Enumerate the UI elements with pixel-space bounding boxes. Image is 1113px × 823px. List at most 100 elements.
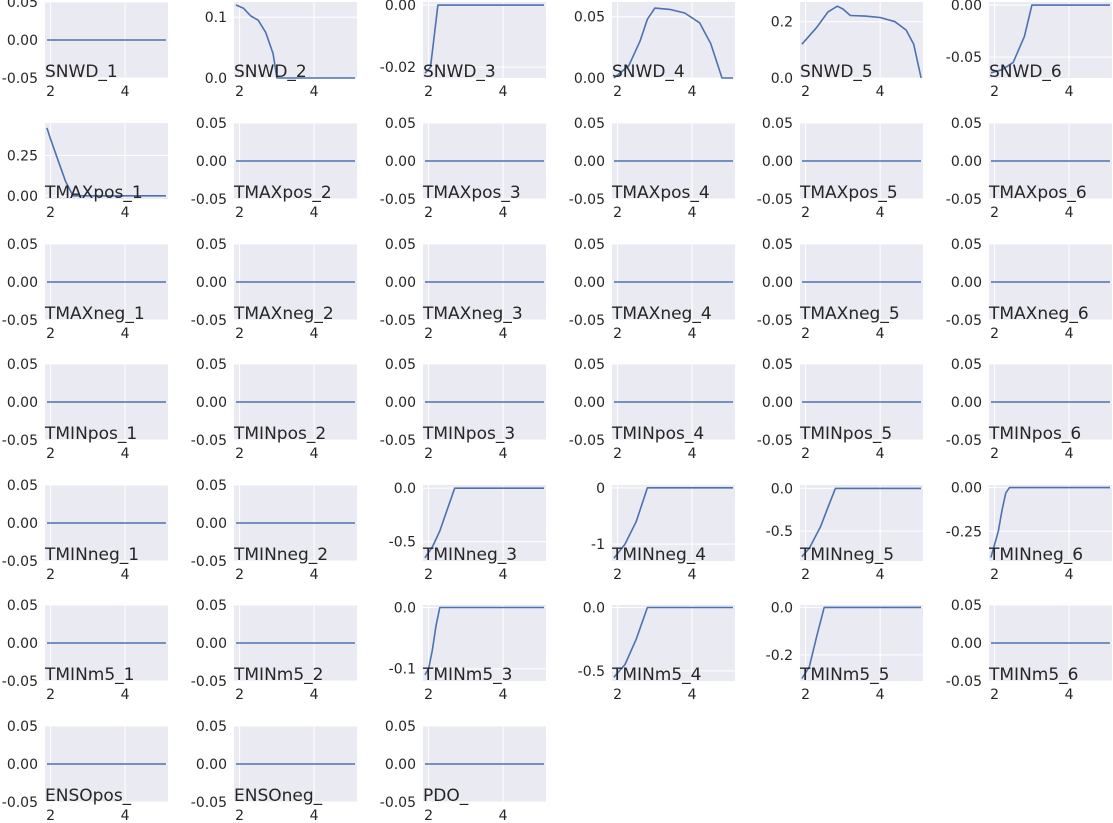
y-tick-label: 0.05 [574, 10, 605, 26]
y-tick-label: 0.00 [574, 275, 605, 291]
y-tick-label: -0.05 [946, 50, 982, 66]
y-tick-label: 0.00 [385, 154, 416, 170]
x-tick-label: 2 [613, 84, 622, 100]
y-tick-label: 0.0 [394, 600, 416, 616]
subplot-ENSOneg_: 0.05 0.00 -0.05 2 4 ENSOneg_ [191, 719, 357, 823]
y-tick-label: 0.05 [951, 237, 982, 253]
panel-label: SNWD_4 [612, 62, 685, 82]
plot-area [800, 485, 923, 561]
subplot-TMINneg_1: 0.05 0.00 -0.05 2 4 TMINneg_1 [2, 478, 168, 583]
y-tick-label: 0.00 [762, 275, 793, 291]
panel-label: TMINneg_6 [988, 545, 1083, 565]
x-tick-label: 2 [424, 567, 433, 583]
subplot-TMAXneg_2: 0.05 0.00 -0.05 2 4 TMAXneg_2 [191, 237, 357, 342]
x-tick-label: 4 [310, 84, 319, 100]
subplot-TMINneg_2: 0.05 0.00 -0.05 2 4 TMINneg_2 [191, 478, 357, 583]
x-tick-label: 2 [801, 446, 810, 462]
x-tick-label: 2 [424, 326, 433, 342]
y-tick-label: 0.05 [574, 237, 605, 253]
y-tick-label: 0.2 [771, 15, 793, 31]
x-tick-label: 4 [876, 326, 885, 342]
x-tick-label: 4 [499, 205, 508, 221]
y-tick-label: 0.05 [385, 719, 416, 735]
y-tick-label: 0.05 [574, 357, 605, 373]
y-tick-label: 0.00 [196, 757, 227, 773]
y-tick-label: 0.00 [385, 395, 416, 411]
y-tick-label: 0.05 [196, 598, 227, 614]
x-tick-label: 4 [688, 446, 697, 462]
panel-label: TMINm5_3 [422, 665, 512, 685]
y-tick-label: -0.25 [946, 524, 982, 540]
plot-area [234, 2, 357, 78]
y-tick-label: 0.25 [7, 148, 38, 164]
y-tick-label: -0.05 [2, 795, 38, 811]
y-tick-label: -0.05 [2, 674, 38, 690]
y-tick-label: 0.00 [196, 636, 227, 652]
x-tick-label: 4 [1065, 326, 1074, 342]
y-tick-label: 0.0 [394, 481, 416, 497]
panel-label: TMAXneg_4 [611, 304, 712, 324]
y-tick-label: 0.00 [951, 275, 982, 291]
y-tick-label: 0.0 [583, 601, 605, 617]
x-tick-label: 4 [121, 84, 130, 100]
x-tick-label: 4 [310, 446, 319, 462]
panel-label: TMINm5_4 [611, 665, 701, 685]
panel-label: PDO_ [423, 786, 469, 806]
subplot-TMINm5_3: 0.0 -0.1 2 4 TMINm5_3 [389, 600, 546, 703]
panel-label: TMINpos_3 [422, 424, 515, 444]
y-tick-label: -0.05 [191, 674, 227, 690]
y-tick-label: -0.05 [191, 192, 227, 208]
x-tick-label: 4 [876, 446, 885, 462]
subplot-ENSOpos_: 0.05 0.00 -0.05 2 4 ENSOpos_ [2, 719, 168, 823]
x-tick-label: 4 [499, 687, 508, 703]
x-tick-label: 2 [613, 205, 622, 221]
subplot-TMINneg_6: 0.00 -0.25 2 4 TMINneg_6 [946, 481, 1112, 583]
y-tick-label: 0.00 [385, 0, 416, 14]
y-tick-label: 0.05 [951, 598, 982, 614]
x-tick-label: 2 [801, 567, 810, 583]
subplot-TMINm5_5: 0.0 -0.2 2 4 TMINm5_5 [766, 600, 923, 703]
x-tick-label: 2 [235, 326, 244, 342]
plot-area [423, 2, 546, 78]
subplot-TMAXpos_4: 0.05 0.00 -0.05 2 4 TMAXpos_4 [569, 116, 735, 221]
panel-label: TMINm5_5 [799, 665, 889, 685]
y-tick-label: -0.05 [2, 554, 38, 570]
x-tick-label: 2 [235, 446, 244, 462]
x-tick-label: 2 [990, 84, 999, 100]
series-line [235, 4, 356, 79]
y-tick-label: -0.05 [2, 433, 38, 449]
series-line [801, 606, 922, 680]
y-tick-label: 0.05 [762, 116, 793, 132]
x-tick-label: 4 [310, 808, 319, 823]
series-line [990, 486, 1111, 558]
x-tick-label: 4 [1065, 567, 1074, 583]
x-tick-label: 2 [613, 567, 622, 583]
plot-area [800, 2, 923, 78]
x-tick-label: 2 [990, 567, 999, 583]
x-tick-label: 4 [121, 687, 130, 703]
y-tick-label: 0.05 [7, 0, 38, 11]
plot-area [612, 605, 735, 681]
plot-area [423, 485, 546, 561]
panel-label: TMAXneg_1 [44, 304, 145, 324]
y-tick-label: -0.05 [757, 192, 793, 208]
y-tick-label: -0.05 [946, 674, 982, 690]
y-tick-label: 0.00 [196, 275, 227, 291]
y-tick-label: 0.0 [771, 71, 793, 87]
y-tick-label: 0.00 [7, 275, 38, 291]
y-tick-label: -0.05 [757, 313, 793, 329]
y-tick-label: 0.00 [196, 154, 227, 170]
subplot-TMAXpos_1: 0.25 0.00 2 4 TMAXpos_1 [7, 123, 168, 221]
y-tick-label: 0.05 [762, 357, 793, 373]
x-tick-label: 2 [46, 84, 55, 100]
x-tick-label: 4 [1065, 84, 1074, 100]
panel-label: SNWD_3 [423, 62, 496, 82]
panel-label: TMAXpos_6 [988, 183, 1087, 203]
x-tick-label: 2 [801, 84, 810, 100]
y-tick-label: 0.00 [196, 395, 227, 411]
y-tick-label: 0.05 [7, 719, 38, 735]
y-tick-label: -0.1 [389, 662, 416, 678]
subplot-TMAXneg_6: 0.05 0.00 -0.05 2 4 TMAXneg_6 [946, 237, 1112, 342]
